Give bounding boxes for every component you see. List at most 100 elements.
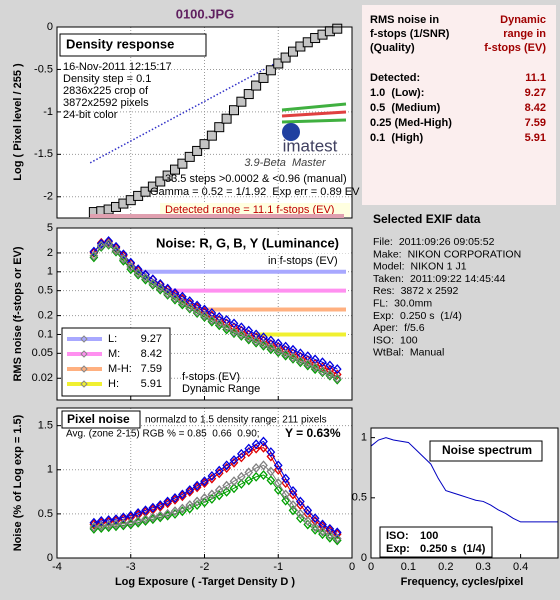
table-header: f-stops (1/SNR): [370, 28, 450, 40]
data-point: [258, 72, 269, 83]
series-line: [93, 240, 338, 370]
data-point: [266, 342, 276, 353]
chart-title: Density response: [66, 36, 174, 51]
data-point: [185, 303, 195, 314]
data-point: [140, 186, 151, 197]
data-point: [163, 283, 172, 294]
data-point: [96, 515, 106, 526]
data-point: [259, 470, 268, 481]
data-point: [200, 304, 209, 315]
data-point: [266, 475, 276, 486]
data-point: [251, 80, 262, 91]
title-box: [61, 410, 141, 429]
data-point: [318, 366, 327, 377]
legend-marker: [80, 350, 88, 358]
exif-row: Exp: 0.250 s (1/4): [373, 310, 462, 322]
annotation: 2836x225 crop of: [63, 85, 149, 97]
data-point: [222, 480, 231, 491]
logo-stripe: [281, 110, 347, 118]
x-tick-label: 0.3: [476, 561, 491, 573]
data-point: [126, 261, 136, 272]
data-point: [214, 318, 224, 329]
title-box: [59, 33, 207, 57]
data-point: [229, 455, 239, 466]
data-point: [237, 471, 246, 482]
x-tick-label: 0.4: [513, 561, 528, 573]
data-point: [148, 278, 158, 289]
data-point: [229, 105, 239, 116]
data-point: [155, 283, 165, 294]
y-tick-label: 0.02: [32, 372, 53, 384]
legend-marker: [80, 335, 88, 343]
data-point: [192, 300, 202, 311]
annotation: Density step = 0.1: [63, 73, 151, 85]
exif-row: File: 2011:09:26 09:05:52: [373, 236, 495, 248]
data-point: [221, 113, 232, 124]
data-point: [325, 523, 335, 534]
data-point: [155, 510, 165, 521]
chart-title: Noise spectrum: [442, 443, 532, 457]
data-point: [200, 310, 209, 321]
data-point: [288, 505, 298, 516]
exif-label: File:: [373, 236, 393, 248]
exif-row: Res: 3872 x 2592: [373, 285, 459, 297]
data-point: [199, 139, 210, 150]
row-value: 8.42: [525, 102, 546, 114]
data-point: [259, 332, 268, 343]
y-axis-label: Noise (% of Log exp = 1.5): [12, 414, 24, 551]
data-point: [259, 340, 268, 351]
exif-label: FL:: [373, 297, 388, 309]
data-point: [243, 89, 254, 100]
x-tick-label: 0.1: [401, 561, 416, 573]
y-tick-label: 2: [47, 247, 53, 259]
data-point: [303, 515, 313, 526]
data-point: [214, 312, 224, 322]
data-point: [214, 122, 225, 133]
data-point: [332, 533, 342, 544]
data-point: [237, 330, 246, 341]
y-tick-label: 0.5: [38, 285, 53, 297]
y-tick-label: 1: [361, 432, 367, 444]
data-point: [325, 360, 335, 371]
y-tick-label: -1.5: [34, 148, 53, 160]
data-point: [126, 258, 136, 269]
y-tick-label: -0.5: [34, 63, 53, 75]
row-label: 0.1 (High): [370, 132, 424, 144]
data-point: [251, 439, 261, 450]
data-point: [111, 245, 121, 256]
exif-value: 30.0mm: [394, 297, 432, 309]
data-point: [244, 443, 254, 454]
data-point: [259, 436, 268, 447]
data-point: [303, 360, 313, 371]
exif-value: 3872 x 2592: [401, 285, 459, 297]
data-point: [207, 493, 217, 504]
annotation: Exp:: [386, 543, 410, 555]
exif-row: WtBal: Manual: [373, 346, 444, 358]
logo: [281, 102, 347, 141]
annotation: 24-bit color: [63, 109, 118, 121]
exif-row: Taken: 2011:09:22 14:45:44: [373, 273, 506, 285]
data-point: [133, 268, 143, 279]
annotation: in f-stops (EV): [268, 255, 338, 267]
legend-value: 8.42: [141, 348, 162, 360]
data-point: [280, 52, 291, 63]
data-point: [104, 515, 113, 526]
data-point: [251, 443, 261, 454]
exif-row: Aper: f/5.6: [373, 322, 425, 334]
data-point: [96, 521, 106, 532]
annotation: 100: [420, 530, 438, 542]
data-point: [229, 328, 239, 339]
annotation: f-stops (EV): [182, 371, 240, 383]
data-point: [296, 357, 305, 368]
data-point: [89, 522, 99, 533]
y-tick-label: 1: [47, 464, 53, 476]
table-header: f-stops (EV): [484, 42, 546, 54]
exif-label: Exp:: [373, 310, 394, 322]
exif-panel: Selected EXIF data File: 2011:09:26 09:05…: [373, 212, 521, 358]
data-point: [119, 518, 128, 529]
data-point: [141, 272, 150, 283]
data-point: [133, 515, 143, 526]
data-point: [251, 463, 261, 473]
exif-row: Model: NIKON 1 J1: [373, 260, 467, 272]
